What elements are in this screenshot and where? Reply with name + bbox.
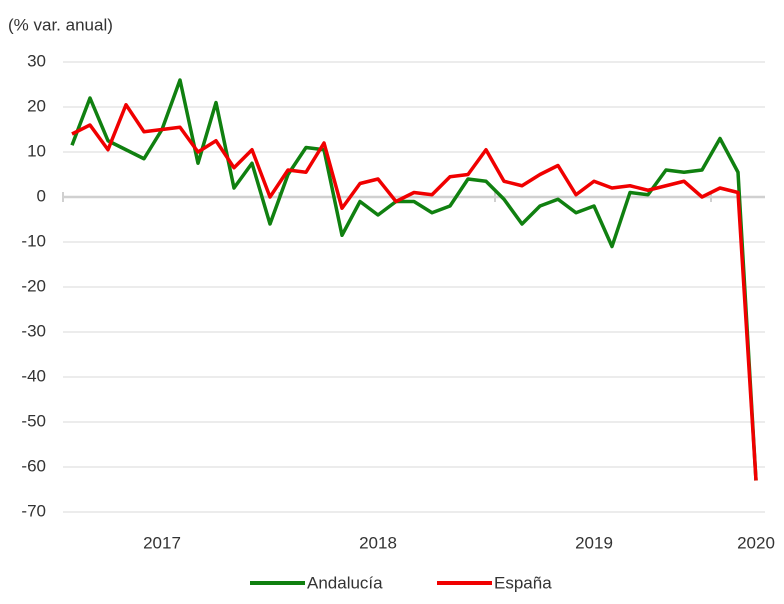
x-tick-label: 2019 xyxy=(575,533,613,552)
y-tick-label: -50 xyxy=(21,411,46,430)
legend-label: España xyxy=(494,573,552,592)
y-tick-label: -10 xyxy=(21,231,46,250)
y-tick-label: -60 xyxy=(21,456,46,475)
legend-label: Andalucía xyxy=(307,573,383,592)
y-tick-label: 20 xyxy=(27,96,46,115)
line xyxy=(71,103,758,481)
x-tick-label: 2018 xyxy=(359,533,397,552)
y-tick-label: -70 xyxy=(21,501,46,520)
y-tick-label: -30 xyxy=(21,321,46,340)
y-tick-label: -20 xyxy=(21,276,46,295)
y-tick-label: 30 xyxy=(27,51,46,70)
y-tick-label: 0 xyxy=(37,186,46,205)
y-tick-label: -40 xyxy=(21,366,46,385)
y-axis-label: (% var. anual) xyxy=(8,15,113,34)
line xyxy=(70,78,758,481)
x-tick-label: 2020 xyxy=(737,533,775,552)
y-tick-label: 10 xyxy=(27,141,46,160)
x-tick-label: 2017 xyxy=(143,533,181,552)
